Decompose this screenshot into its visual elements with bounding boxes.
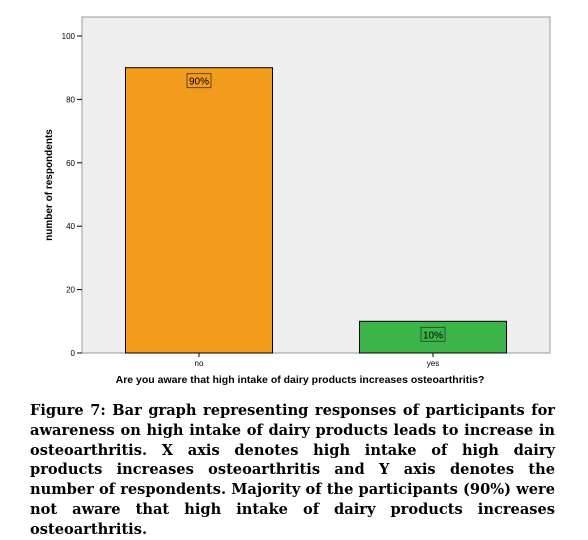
data-label: 90% [189, 77, 209, 88]
x-axis-label: Are you aware that high intake of dairy … [116, 374, 485, 386]
data-label-box [186, 73, 212, 89]
bar-chart: 0 20 40 60 80 100 no yes 90% 10% number of resp… [44, 16, 551, 386]
y-tick-label: 60 [66, 159, 75, 168]
y-axis: 0 20 40 60 80 100 [62, 32, 82, 358]
y-tick-label: 0 [71, 349, 76, 358]
bar-no [125, 67, 273, 354]
x-tick-label: no [195, 359, 204, 368]
y-tick-label: 20 [66, 286, 75, 295]
y-tick-label: 100 [62, 32, 76, 41]
y-tick-label: 80 [66, 95, 75, 104]
x-tick-label: yes [427, 359, 439, 368]
x-axis: no yes [195, 353, 439, 368]
figure-caption: Figure 7: Bar graph representing respons… [30, 402, 555, 538]
y-tick-label: 40 [66, 222, 75, 231]
bars: 90% 10% [125, 67, 507, 354]
data-label-box [420, 326, 446, 342]
data-label: 10% [423, 330, 443, 341]
y-axis-label: number of respondents [44, 129, 55, 241]
